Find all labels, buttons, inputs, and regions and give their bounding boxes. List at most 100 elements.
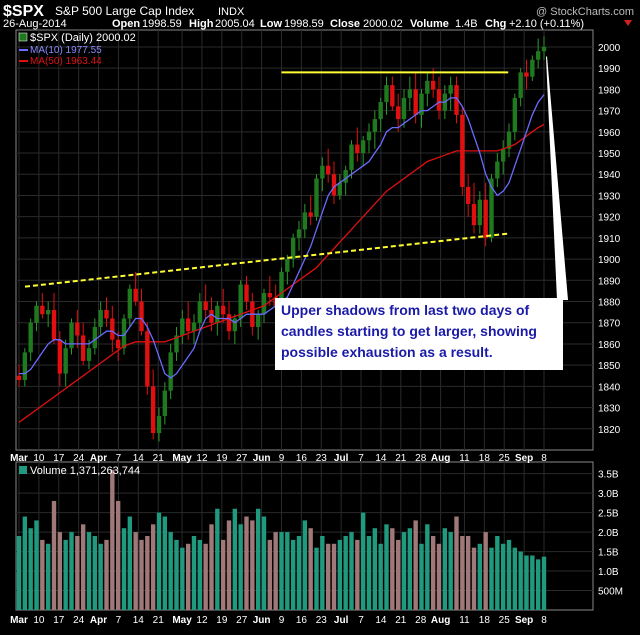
volume-x-tick-label: 19	[216, 615, 228, 626]
volume-x-tick-label: Sep	[515, 615, 533, 626]
volume-x-tick-label: 18	[479, 615, 491, 626]
volume-bar	[442, 528, 448, 610]
candle-body	[255, 314, 261, 327]
volume-bar	[518, 551, 523, 610]
candle-body	[477, 199, 483, 226]
candle-body	[115, 339, 121, 349]
open-label: Open	[112, 18, 140, 30]
candle-body	[203, 301, 208, 310]
candle-body	[238, 284, 243, 319]
x-tick-label: 10	[33, 453, 45, 464]
x-tick-label: 7	[116, 453, 122, 464]
volume-bar	[337, 539, 343, 610]
quote-date: 26-Aug-2014	[3, 18, 67, 30]
volume-bar	[185, 543, 191, 610]
candle-body	[308, 212, 313, 217]
volume-bar	[454, 516, 459, 610]
volume-x-tick-label: Jun	[253, 615, 271, 626]
candle-body	[267, 293, 273, 298]
candle-body	[86, 348, 92, 361]
volume-bar	[290, 539, 296, 610]
candle-body	[413, 89, 418, 115]
volume-bar	[244, 516, 249, 610]
candle-body	[40, 305, 45, 315]
candle-body	[378, 102, 383, 120]
index-name: S&P 500 Large Cap Index	[55, 4, 194, 18]
x-tick-label: 9	[279, 453, 285, 464]
volume-y-tick-label: 2.5B	[598, 509, 619, 520]
candle-body	[110, 318, 115, 340]
candle-body	[139, 301, 144, 332]
volume-x-tick-label: 24	[73, 615, 85, 626]
volume-x-tick-label: Jul	[334, 615, 349, 626]
open-value: 1998.59	[142, 18, 182, 30]
volume-bar	[279, 532, 284, 610]
y-tick-label: 1870	[598, 319, 621, 330]
volume-bar	[220, 539, 226, 610]
candle-body	[355, 144, 360, 154]
volume-x-tick-label: 7	[358, 615, 364, 626]
y-tick-label: 1950	[598, 149, 621, 160]
price-legend-swatch	[18, 32, 28, 42]
x-tick-label: 27	[236, 453, 248, 464]
volume-bar	[86, 532, 92, 610]
annotation-pointer	[546, 55, 568, 300]
chg-label: Chg	[485, 18, 506, 30]
volume-bar	[215, 508, 220, 610]
volume-bar	[150, 524, 156, 610]
volume-bar	[325, 543, 331, 610]
volume-bar	[63, 539, 68, 610]
candle-body	[80, 335, 86, 361]
candle-body	[121, 318, 127, 349]
low-value: 1998.59	[284, 18, 324, 30]
volume-x-tick-label: 7	[116, 615, 122, 626]
volume-bar	[395, 539, 401, 610]
volume-bar	[366, 536, 372, 610]
y-tick-label: 2000	[598, 43, 621, 54]
x-tick-label: Apr	[90, 453, 107, 464]
volume-bar	[343, 536, 348, 610]
close-label: Close	[330, 18, 360, 30]
x-tick-label: 17	[53, 453, 65, 464]
volume-bar	[535, 559, 541, 610]
volume-bar	[226, 520, 232, 610]
volume-x-tick-label: 25	[499, 615, 511, 626]
x-tick-label: 14	[133, 453, 145, 464]
candle-body	[337, 182, 343, 196]
volume-bar	[209, 524, 214, 610]
candle-body	[500, 148, 506, 162]
volume-bar	[320, 536, 325, 610]
x-tick-label: 21	[395, 453, 407, 464]
chart-annotation: Upper shadows from last two days of cand…	[275, 298, 563, 370]
candle-body	[541, 46, 547, 52]
volume-bar	[145, 536, 150, 610]
volume-y-tick-label: 1.5B	[598, 548, 619, 559]
volume-bar	[115, 500, 121, 610]
candle-body	[34, 305, 39, 323]
candle-body	[425, 80, 430, 94]
y-tick-label: 1910	[598, 234, 621, 245]
volume-bar	[372, 528, 378, 610]
candle-body	[290, 237, 296, 260]
candle-body	[436, 89, 442, 111]
candle-body	[75, 322, 80, 336]
volume-bar	[273, 532, 278, 610]
candle-body	[145, 331, 150, 387]
candle-body	[535, 51, 541, 60]
candle-body	[419, 93, 424, 115]
volume-bar	[238, 524, 243, 610]
volume-bar	[471, 547, 477, 610]
y-tick-label: 1920	[598, 213, 621, 224]
volume-label: Volume	[410, 18, 449, 30]
candle-body	[395, 106, 401, 120]
volume-bar	[436, 543, 442, 610]
candle-body	[372, 119, 378, 132]
high-value: 2005.04	[215, 18, 255, 30]
candle-body	[244, 284, 249, 302]
volume-bar	[110, 469, 115, 610]
candle-body	[325, 165, 331, 175]
candle-body	[127, 288, 133, 319]
volume-x-tick-label: 21	[153, 615, 165, 626]
candle-body	[22, 352, 28, 380]
volume-x-tick-label: 14	[133, 615, 145, 626]
